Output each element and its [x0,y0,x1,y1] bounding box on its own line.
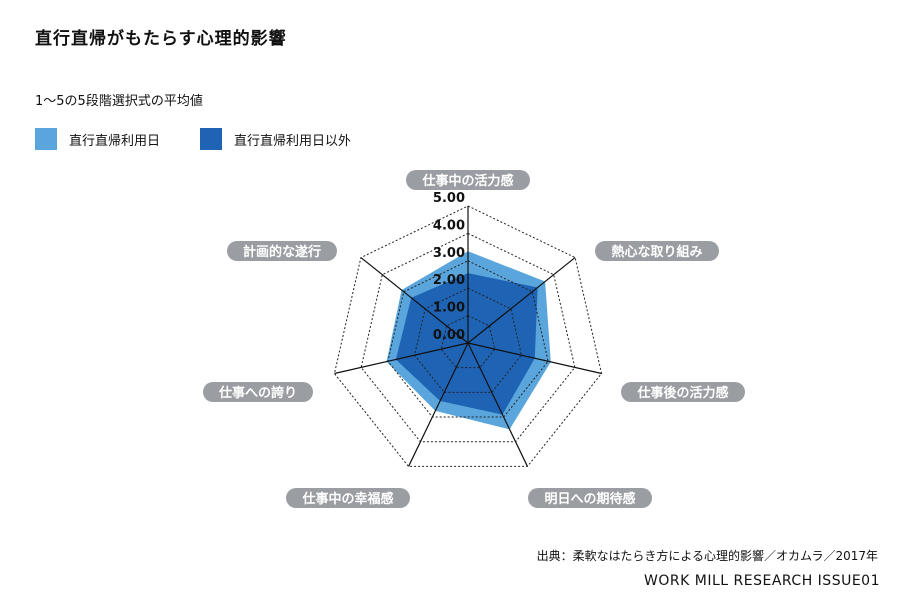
category-pill-3 [621,382,745,402]
tick-label-2: 2.00 [433,273,465,288]
category-label-5: 仕事中の幸福感 [301,491,393,507]
axis-spoke-7 [360,257,469,344]
category-label-1: 仕事中の活力感 [421,173,513,189]
category-pill-2 [595,241,719,261]
source-note: 出典：柔軟なはたらき方による心理的影響／オカムラ／2017年 [536,549,878,563]
category-pill-1 [406,170,530,190]
legend-label-series1: 直行直帰利用日 [69,133,161,149]
grid-ring-5 [333,205,603,467]
axis-spoke-2 [467,257,576,344]
category-pill-5 [286,488,410,508]
category-label-7: 計画的な遂行 [243,244,321,260]
axis-spoke-6 [334,342,469,375]
category-label-2: 熱心な取り組み [611,244,702,260]
tick-label-5: 5.00 [433,191,465,206]
legend-item-series1: 直行直帰利用日 [35,128,160,150]
category-pill-6 [203,382,313,402]
grid-ring-2 [414,287,522,393]
axis-spoke-4 [467,342,528,467]
grid-ring-3 [387,260,549,418]
legend: 直行直帰利用日 直行直帰利用日以外 [35,128,391,150]
category-label-4: 明日への期待感 [544,491,635,507]
grid-ring-4 [360,232,576,443]
legend-label-series2: 直行直帰利用日以外 [234,133,352,149]
legend-item-series2: 直行直帰利用日以外 [200,128,351,150]
axis-spoke-5 [408,342,469,467]
category-label-3: 仕事後の活力感 [636,385,728,401]
legend-swatch-series1 [35,128,57,150]
category-pill-7 [227,241,337,261]
category-label-6: 仕事への誇り [218,385,297,401]
tick-label-1: 1.00 [433,301,465,316]
axis-spoke-3 [467,342,602,375]
chart-subtitle: 1～5の5段階選択式の平均値 [35,94,203,109]
category-pill-4 [528,488,652,508]
legend-swatch-series2 [200,128,223,150]
page-title: 直行直帰がもたらす心理的影響 [35,29,287,49]
credit-note: WORK MILL RESEARCH ISSUE01 [644,573,880,589]
tick-label-3: 3.00 [433,246,465,261]
tick-label-4: 4.00 [433,218,465,233]
tick-label-0: 0.00 [433,328,465,343]
